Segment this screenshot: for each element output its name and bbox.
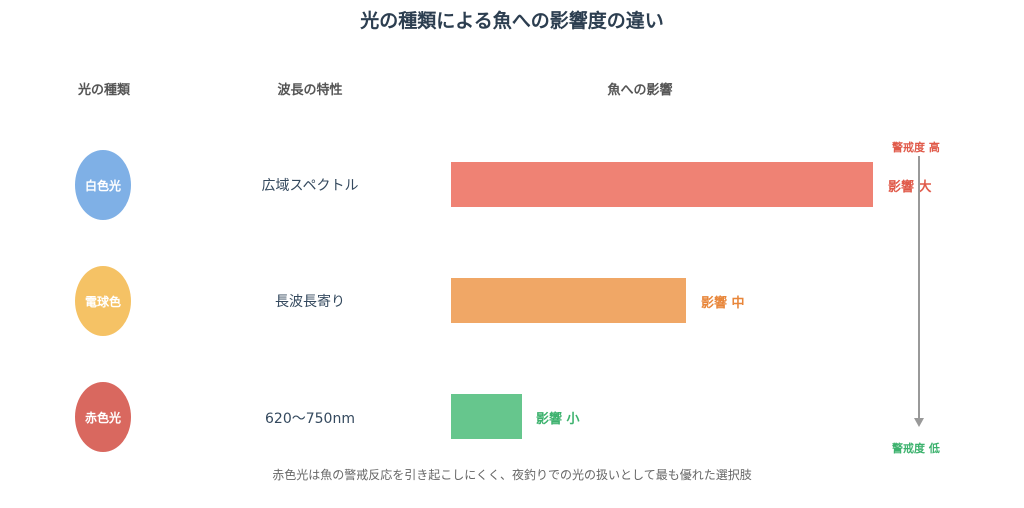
alert-low-label: 警戒度 低 [892, 442, 940, 455]
effect-label-red: 影響 小 [536, 412, 580, 427]
light-oval-warm: 電球色 [75, 266, 131, 336]
wavelength-text-red: 620〜750nm [265, 411, 355, 427]
light-label: 電球色 [84, 294, 121, 309]
light-label: 赤色光 [84, 410, 121, 425]
page-title: 光の種類による魚への影響度の違い [360, 10, 664, 32]
alert-high-label: 警戒度 高 [892, 141, 940, 154]
light-label: 白色光 [84, 178, 121, 193]
arrow-down-icon [914, 418, 924, 427]
header-effect: 魚への影響 [607, 83, 673, 98]
header-light-type: 光の種類 [77, 83, 130, 98]
effect-label-warm: 影響 中 [701, 296, 745, 311]
effect-bar-warm [451, 278, 686, 323]
wavelength-text-white: 広域スペクトル [261, 178, 359, 194]
alert-scale-arrow-line [918, 156, 920, 420]
effect-label-white: 影響 大 [888, 180, 932, 195]
header-wavelength: 波長の特性 [277, 83, 343, 98]
light-oval-white: 白色光 [75, 150, 131, 220]
effect-bar-white [451, 162, 873, 207]
caption: 赤色光は魚の警戒反応を引き起こしにくく、夜釣りでの光の扱いとして最も優れた選択肢 [272, 468, 752, 482]
wavelength-text-warm: 長波長寄り [275, 294, 345, 310]
light-oval-red: 赤色光 [75, 382, 131, 452]
effect-bar-red [451, 394, 522, 439]
